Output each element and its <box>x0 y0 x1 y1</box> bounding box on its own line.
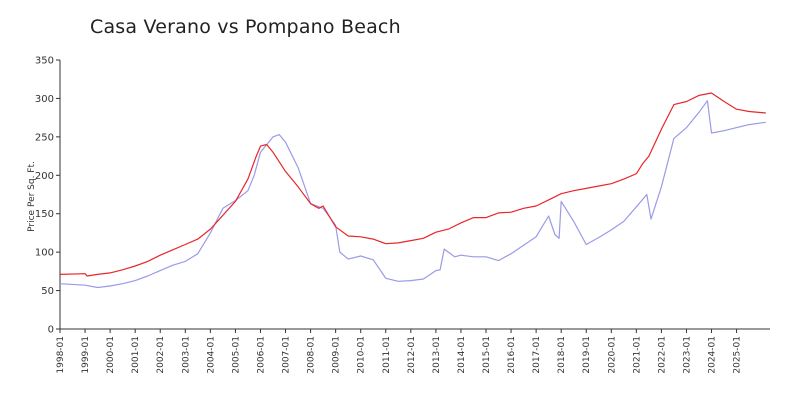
x-tick-label: 2014-01 <box>457 336 467 374</box>
x-tick-label: 2015-01 <box>482 336 492 374</box>
x-tick-label: 2006-01 <box>256 336 266 374</box>
y-axis: 0 50 100 150 200 250 300 350 <box>35 56 61 336</box>
y-tick-label: 100 <box>35 248 54 259</box>
x-tick-label: 2013-01 <box>432 336 442 374</box>
x-tick-label: 2001-01 <box>131 336 141 374</box>
x-tick-label: 2008-01 <box>307 336 317 374</box>
x-tick-label: 2004-01 <box>206 336 216 374</box>
x-tick-label: 1999-01 <box>81 336 91 374</box>
x-axis: 1998-01 1999-01 2000-01 2001-01 2002-01 2003-… <box>56 328 770 374</box>
y-tick-label: 250 <box>35 132 54 143</box>
x-tick-label: 2018-01 <box>557 336 567 374</box>
x-tick-label: 2010-01 <box>357 336 367 374</box>
series-layer <box>59 92 766 289</box>
y-tick-label: 50 <box>41 286 54 297</box>
x-tick-label: 2025-01 <box>733 336 743 374</box>
x-tick-label: 2005-01 <box>231 336 241 374</box>
x-tick-label: 2019-01 <box>582 336 592 374</box>
y-tick-label: 350 <box>35 56 54 67</box>
x-tick-label: 2023-01 <box>682 336 692 374</box>
y-tick-label: 0 <box>48 325 54 336</box>
y-tick-label: 200 <box>35 171 54 182</box>
y-tick-label: 150 <box>35 209 54 220</box>
series-line-0 <box>59 92 766 277</box>
x-tick-label: 2016-01 <box>507 336 517 374</box>
x-tick-label: 2012-01 <box>407 336 417 374</box>
x-tick-label: 2017-01 <box>532 336 542 374</box>
x-tick-label: 2022-01 <box>657 336 667 374</box>
x-tick-label: 2020-01 <box>607 336 617 374</box>
y-tick-label: 300 <box>35 94 54 105</box>
x-tick-label: 2007-01 <box>282 336 292 374</box>
x-tick-label: 2002-01 <box>156 336 166 374</box>
y-axis-label: Price Per Sq. Ft. <box>27 161 37 232</box>
x-tick-label: 2003-01 <box>181 336 191 374</box>
series-line-1 <box>59 100 766 289</box>
x-tick-label: 2009-01 <box>332 336 342 374</box>
x-tick-label: 2011-01 <box>382 336 392 374</box>
x-tick-label: 1998-01 <box>56 336 66 374</box>
x-tick-label: 2024-01 <box>708 336 718 374</box>
chart-title: Casa Verano vs Pompano Beach <box>90 16 401 38</box>
x-tick-label: 2021-01 <box>632 336 642 374</box>
x-tick-label: 2000-01 <box>106 336 116 374</box>
